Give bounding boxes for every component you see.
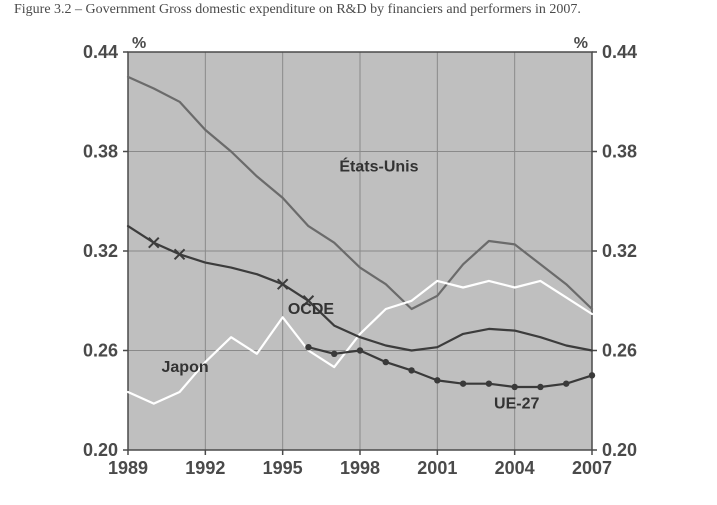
y-tick-label-left: 0.26 [83,341,118,361]
series-marker-ue27 [331,351,337,357]
y-tick-label-left: 0.32 [83,241,118,261]
series-label-etats_unis: États-Unis [339,156,418,175]
y-tick-label-left: 0.20 [83,440,118,460]
line-chart: 0.20 0.20 0.26 0.26 0.32 0.32 0.38 0.38 0.44 0.44… [60,30,660,490]
figure-container: Figure 3.2 – Government Gross domestic e… [0,0,717,505]
y-tick-label-right: 0.26 [602,341,637,361]
unit-label-left: % [132,35,146,52]
series-marker-ue27 [589,372,595,378]
series-marker-ue27 [563,380,569,386]
series-marker-ue27 [511,384,517,390]
series-marker-ue27 [460,380,466,386]
series-label-ocde: OCDE [288,301,335,318]
x-tick-label: 1989 [108,458,148,478]
x-tick-label: 1992 [185,458,225,478]
y-tick-label-left: 0.38 [83,142,118,162]
series-marker-ue27 [408,367,414,373]
x-tick-label: 2007 [572,458,612,478]
figure-caption: Figure 3.2 – Government Gross domestic e… [14,2,703,18]
y-tick-label-right: 0.44 [602,42,637,62]
series-marker-ue27 [383,359,389,365]
x-tick-label: 2001 [417,458,457,478]
series-label-ue27: UE-27 [494,396,539,413]
y-tick-label-right: 0.38 [602,142,637,162]
y-tick-label-right: 0.32 [602,241,637,261]
x-tick-label: 1998 [340,458,380,478]
series-marker-ue27 [434,377,440,383]
series-label-japon: Japon [162,359,209,376]
y-tick-label-left: 0.44 [83,42,118,62]
series-marker-ue27 [357,347,363,353]
x-tick-label: 1995 [263,458,303,478]
unit-label-right: % [574,35,588,52]
x-tick-label: 2004 [495,458,535,478]
series-marker-ue27 [305,344,311,350]
y-tick-label-right: 0.20 [602,440,637,460]
series-marker-ue27 [486,380,492,386]
series-marker-ue27 [537,384,543,390]
